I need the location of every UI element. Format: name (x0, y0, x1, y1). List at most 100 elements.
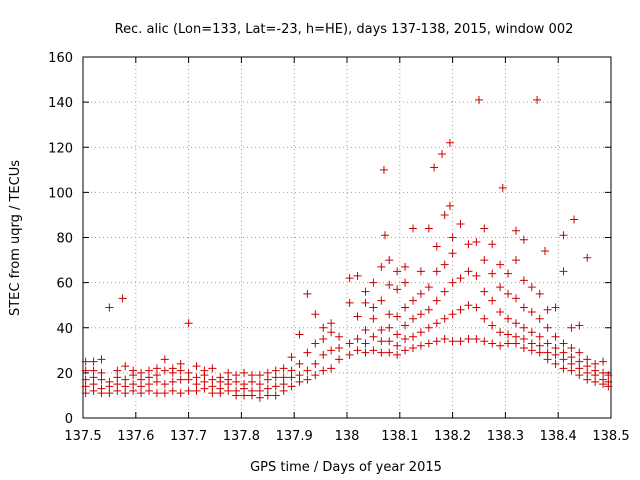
data-point (89, 373, 98, 382)
data-point (208, 364, 217, 373)
data-point (176, 389, 185, 398)
data-point (353, 312, 362, 321)
data-point (160, 380, 169, 389)
data-point (448, 337, 457, 346)
data-point (535, 348, 544, 357)
data-point (440, 314, 449, 323)
data-point (464, 335, 473, 344)
data-point (440, 335, 449, 344)
y-tick-label: 0 (65, 412, 73, 427)
data-point (480, 337, 489, 346)
data-point (432, 242, 441, 251)
data-point (504, 330, 513, 339)
data-point (409, 344, 417, 353)
data-point (393, 267, 402, 276)
data-point (535, 341, 544, 350)
data-point (208, 375, 217, 384)
data-point (591, 359, 600, 368)
data-point (401, 346, 410, 355)
data-point (345, 350, 354, 359)
data-point (271, 373, 280, 382)
x-tick-label: 138.4 (540, 429, 577, 444)
data-point (121, 389, 130, 398)
data-point (432, 337, 441, 346)
data-point (255, 371, 264, 380)
data-point (604, 371, 613, 380)
data-point (475, 95, 483, 104)
data-point (287, 353, 296, 362)
data-point (327, 346, 336, 355)
data-point (424, 224, 433, 233)
data-point (416, 341, 425, 350)
data-point (488, 269, 497, 278)
data-point (511, 226, 520, 235)
data-point (152, 377, 161, 386)
data-point (81, 382, 90, 391)
data-point (97, 368, 106, 377)
data-point (583, 375, 592, 384)
data-point (353, 335, 362, 344)
data-point (456, 337, 465, 346)
data-point (456, 305, 465, 314)
data-point (361, 348, 370, 357)
data-point (496, 341, 505, 350)
data-point (377, 296, 386, 305)
data-point (295, 371, 304, 380)
data-point (81, 357, 90, 366)
data-point (480, 224, 489, 233)
data-point (401, 321, 410, 330)
data-point (369, 346, 378, 355)
data-point (504, 289, 513, 298)
data-point (519, 323, 528, 332)
y-axis-label: STEC from uqrg / TECUs (8, 160, 23, 316)
data-point (361, 326, 370, 335)
data-point (567, 323, 576, 332)
data-point (303, 375, 312, 384)
data-point (385, 348, 394, 357)
data-point (511, 339, 520, 348)
data-point (279, 386, 288, 395)
data-point (583, 368, 592, 377)
data-point (81, 389, 90, 398)
data-point (604, 377, 613, 386)
x-tick-label: 138.5 (592, 429, 629, 444)
data-point (472, 271, 481, 280)
y-tick-label: 80 (56, 232, 73, 247)
data-point (445, 201, 454, 210)
data-point (311, 310, 320, 319)
x-tick-label: 138.3 (487, 429, 524, 444)
data-point (224, 368, 233, 377)
data-point (533, 95, 542, 104)
data-point (232, 371, 241, 380)
data-point (409, 296, 417, 305)
data-point (263, 391, 272, 400)
data-point (121, 362, 130, 371)
data-point (541, 247, 549, 256)
data-point (559, 339, 568, 348)
data-point (409, 224, 417, 233)
data-point (570, 215, 579, 224)
x-tick-label: 137.8 (223, 429, 260, 444)
data-point (535, 314, 544, 323)
data-point (527, 339, 536, 348)
y-tick-label: 140 (48, 96, 73, 111)
data-point (377, 262, 386, 271)
data-point (263, 384, 272, 393)
data-point (137, 389, 146, 398)
data-point (393, 330, 402, 339)
data-point (504, 339, 513, 348)
y-tick-label: 100 (48, 186, 73, 201)
data-point (369, 332, 378, 341)
data-point (295, 377, 304, 386)
data-point (440, 260, 449, 269)
data-point (424, 283, 433, 292)
data-point (456, 274, 465, 283)
data-point (369, 314, 378, 323)
x-tick-label: 137.5 (64, 429, 101, 444)
data-point (430, 163, 439, 172)
data-point (184, 319, 193, 328)
axis-ticks: 0 20 40 60 80 100 120 140 160 137.5 137.6 137.7 137.… (48, 51, 629, 444)
data-point (504, 269, 513, 278)
data-point (160, 389, 169, 398)
